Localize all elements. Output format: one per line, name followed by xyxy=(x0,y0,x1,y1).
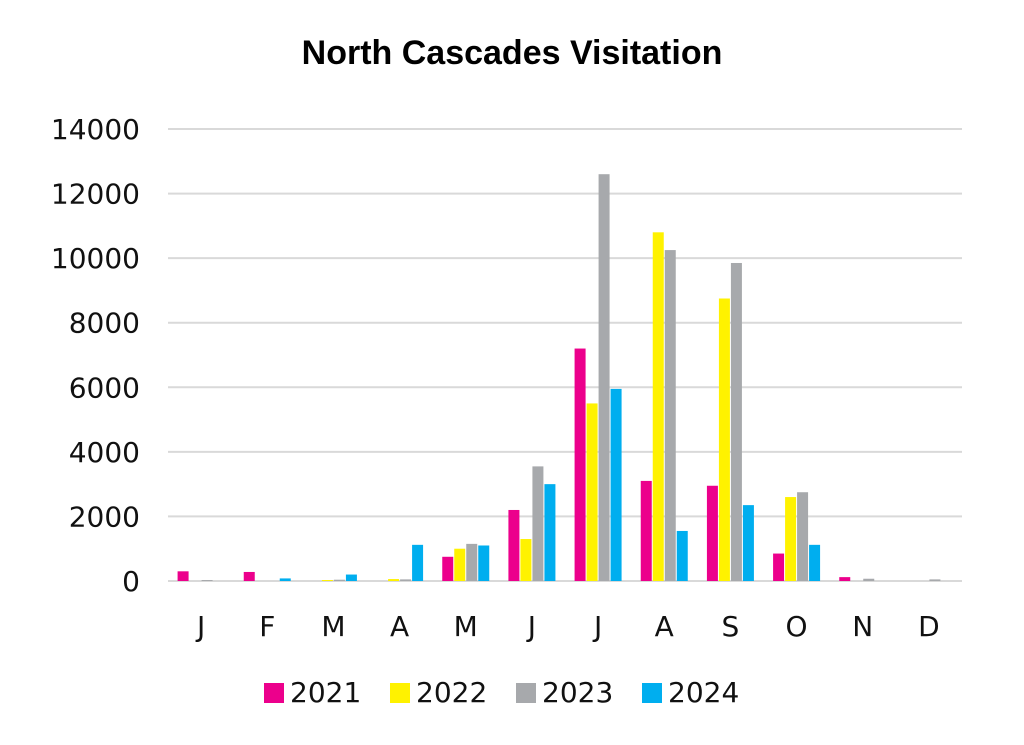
bar-2024-5 xyxy=(544,484,556,581)
bar-2022-7 xyxy=(652,232,664,582)
x-tick-label: A xyxy=(655,610,674,643)
bar-2023-7 xyxy=(664,250,676,582)
bar-2021-6 xyxy=(574,348,586,581)
bar-2021-8 xyxy=(706,485,718,581)
bar-2023-6 xyxy=(598,174,610,581)
bar-2021-0 xyxy=(177,571,189,581)
y-tick-label: 8000 xyxy=(69,307,140,340)
y-tick-label: 6000 xyxy=(69,371,140,404)
bar-2024-7 xyxy=(676,530,688,581)
x-tick-label: J xyxy=(526,610,536,643)
bar-2024-6 xyxy=(610,388,622,581)
bar-2021-5 xyxy=(508,509,520,581)
bar-2022-3 xyxy=(388,579,400,581)
bars xyxy=(177,174,941,582)
bar-2022-9 xyxy=(785,497,797,581)
bar-2023-3 xyxy=(400,579,412,581)
bar-2021-10 xyxy=(839,577,851,581)
x-tick-label: D xyxy=(918,610,940,643)
legend-swatch-2021 xyxy=(264,683,284,703)
x-tick-label: M xyxy=(454,610,478,643)
bar-2023-2 xyxy=(333,579,345,581)
x-tick-label: F xyxy=(259,610,275,643)
bar-2022-2 xyxy=(321,580,333,581)
bar-2023-0 xyxy=(201,580,213,581)
x-tick-label: S xyxy=(722,610,740,643)
x-tick-label: M xyxy=(321,610,345,643)
bar-2021-1 xyxy=(243,571,255,581)
y-tick-label: 0 xyxy=(122,565,140,598)
y-tick-label: 12000 xyxy=(51,178,140,211)
legend-label: 2021 xyxy=(290,676,361,709)
gridlines xyxy=(168,128,962,582)
bar-2024-1 xyxy=(279,578,291,581)
x-tick-label: N xyxy=(852,610,873,643)
bar-2023-8 xyxy=(730,262,742,581)
bar-2021-7 xyxy=(640,480,652,581)
legend-label: 2024 xyxy=(668,676,739,709)
legend-label: 2022 xyxy=(416,676,487,709)
legend-swatch-2022 xyxy=(390,683,410,703)
y-tick-label: 4000 xyxy=(69,436,140,469)
bar-2021-4 xyxy=(442,556,454,581)
legend-swatch-2024 xyxy=(642,683,662,703)
bar-2023-10 xyxy=(863,578,875,581)
chart-title: North Cascades Visitation xyxy=(302,34,723,72)
y-tick-label: 10000 xyxy=(51,242,140,275)
bar-2024-3 xyxy=(412,544,424,581)
legend-label: 2023 xyxy=(542,676,613,709)
bar-2024-8 xyxy=(742,505,754,581)
bar-2024-9 xyxy=(809,544,821,581)
x-tick-label: A xyxy=(390,610,409,643)
x-tick-label: O xyxy=(786,610,808,643)
legend-swatch-2023 xyxy=(516,683,536,703)
bar-2022-5 xyxy=(520,539,532,581)
legend: 2021 2022 2023 2024 xyxy=(264,676,739,709)
y-tick-label: 14000 xyxy=(51,113,140,146)
bar-2023-5 xyxy=(532,466,544,581)
bar-2024-2 xyxy=(345,574,357,581)
bar-2024-4 xyxy=(478,545,490,581)
bar-2023-9 xyxy=(797,492,809,581)
bar-2023-4 xyxy=(466,543,478,581)
bar-2023-11 xyxy=(929,579,941,581)
bar-2022-4 xyxy=(454,548,466,581)
x-tick-label: J xyxy=(592,610,602,643)
bar-2022-8 xyxy=(718,298,730,581)
bar-2022-6 xyxy=(586,403,598,581)
bar-2021-9 xyxy=(773,553,785,581)
y-axis-ticks: 0 2000 4000 6000 8000 10000 12000 14000 xyxy=(51,113,140,598)
y-tick-label: 2000 xyxy=(69,500,140,533)
x-tick-label: J xyxy=(195,610,205,643)
